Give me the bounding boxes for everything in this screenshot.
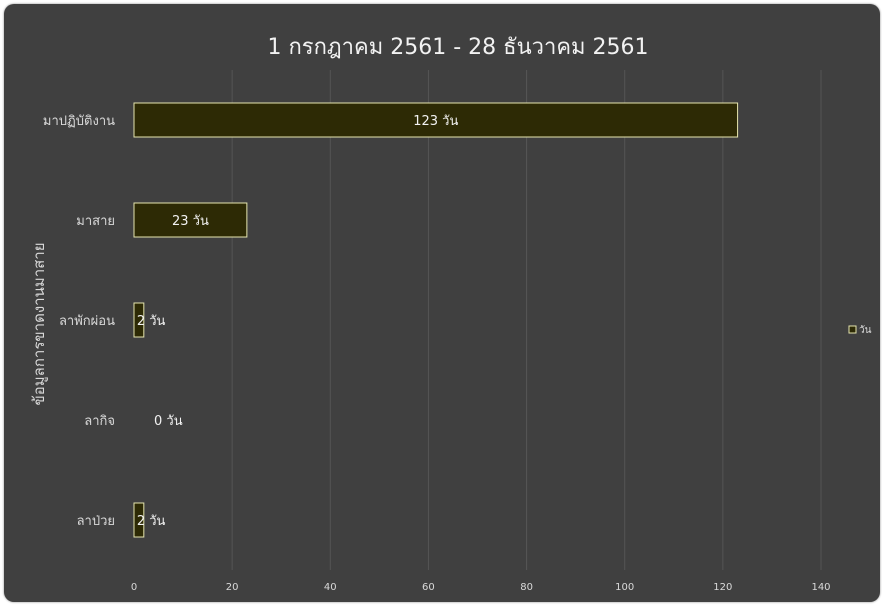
- data-label: 2 วัน: [137, 314, 166, 329]
- category-label: ลากิจ: [84, 414, 115, 429]
- data-label: 0 วัน: [154, 414, 183, 429]
- data-label: 23 วัน: [172, 214, 209, 229]
- x-tick-label: 60: [422, 582, 435, 593]
- bar: [133, 502, 145, 538]
- chart-card: 1 กรกฎาคม 2561 - 28 ธันวาคม 2561 123 วัน…: [4, 4, 880, 602]
- bar-chart: 1 กรกฎาคม 2561 - 28 ธันวาคม 2561 123 วัน…: [30, 35, 872, 593]
- legend-swatch: [848, 325, 857, 334]
- bar: [133, 202, 248, 238]
- x-tick-label: 140: [811, 582, 830, 593]
- data-label: 2 วัน: [137, 514, 166, 529]
- x-tick-label: 100: [615, 582, 634, 593]
- category-label: ลาพักผ่อน: [59, 314, 115, 329]
- x-tick-label: 20: [226, 582, 239, 593]
- bars: 123 วัน 23 วัน 2 วัน 0 วัน 2 วัน: [133, 102, 739, 538]
- chart-title: 1 กรกฎาคม 2561 - 28 ธันวาคม 2561: [267, 35, 648, 60]
- category-label: มาสาย: [76, 214, 115, 229]
- x-tick-label: 120: [713, 582, 732, 593]
- grid-lines: [231, 70, 822, 570]
- bar: [133, 302, 145, 338]
- category-label: มาปฏิบัติงาน: [43, 114, 115, 129]
- y-axis-label: ข้อมูลการขาดงานมาสาย: [30, 242, 48, 405]
- category-label: ลาป่วย: [77, 514, 115, 529]
- legend-label: วัน: [859, 325, 872, 336]
- bar: [133, 102, 739, 138]
- x-tick-label: 40: [324, 582, 337, 593]
- x-tick-label: 0: [131, 582, 137, 593]
- x-tick-label: 80: [520, 582, 533, 593]
- data-label: 123 วัน: [413, 114, 458, 129]
- x-axis-ticks: 0 20 40 60 80 100 120 140: [131, 582, 831, 593]
- legend: วัน: [848, 325, 872, 336]
